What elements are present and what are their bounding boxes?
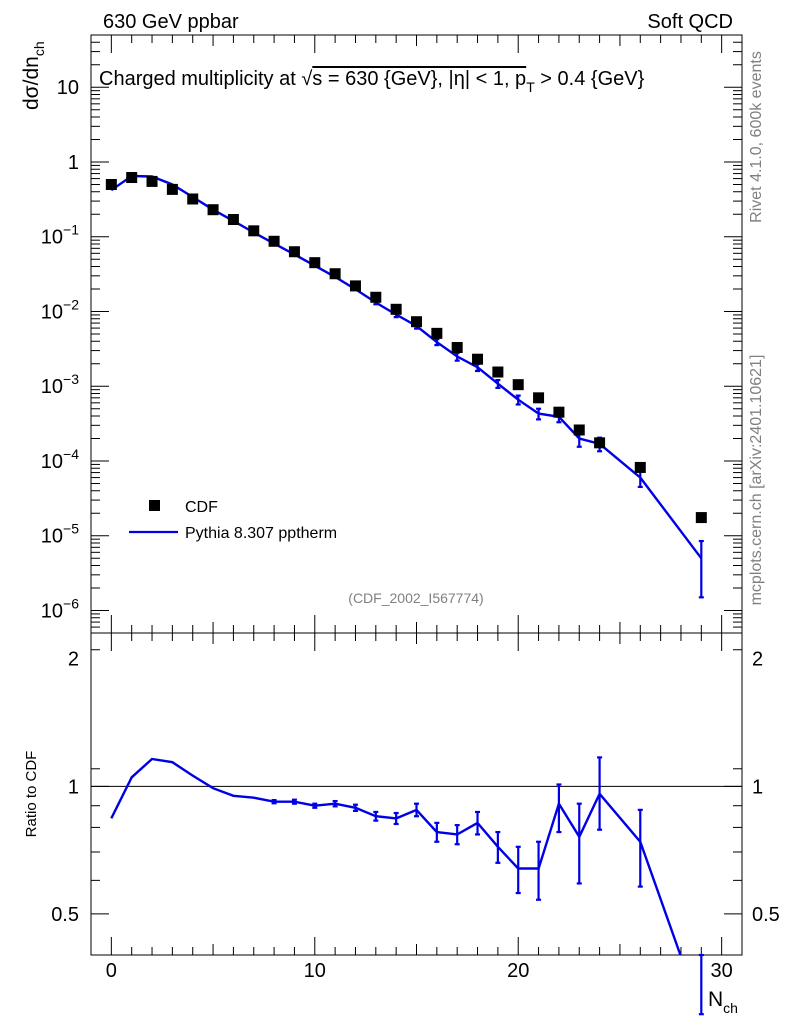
ratio-y-tick-label-right: 1 — [752, 776, 763, 798]
ratio-y-tick-label: 2 — [68, 649, 79, 671]
cdf-point — [349, 280, 361, 292]
cdf-point — [533, 392, 545, 404]
energy-label: 630 GeV ppbar — [103, 11, 239, 33]
ratio-series-line — [110, 757, 682, 956]
ratio-y-tick-labels-right: 210.5 — [752, 649, 780, 926]
cdf-point — [492, 366, 504, 378]
cdf-point — [126, 172, 138, 184]
rivet-version-label: Rivet 4.1.0, 600k events — [748, 51, 765, 223]
analysis-id-label: (CDF_2002_I567774) — [348, 590, 483, 606]
cdf-point — [390, 303, 402, 315]
cdf-data-points — [105, 172, 707, 524]
cdf-point — [695, 512, 707, 524]
legend-cdf-label: CDF — [185, 499, 218, 516]
cdf-point — [227, 214, 239, 226]
chart-title: Charged multiplicity at √s = 630 {GeV}, … — [99, 68, 645, 95]
main-y-tick-label: 10−1 — [41, 222, 79, 249]
x-tick-label: 20 — [507, 960, 529, 982]
ratio-y-tick-label-right: 2 — [752, 649, 763, 671]
main-y-tick-label: 10−6 — [41, 595, 79, 622]
cdf-point — [431, 327, 443, 339]
ratio-plot-frame — [90, 632, 743, 956]
cdf-point — [329, 268, 341, 280]
cdf-point — [166, 183, 178, 195]
ratio-y-tick-labels: 210.5 — [51, 649, 79, 926]
cdf-point — [594, 437, 606, 449]
mc-error-bars — [373, 299, 704, 599]
cdf-point — [309, 257, 321, 269]
main-y-tick-label: 10−2 — [41, 296, 79, 323]
cdf-point — [553, 406, 565, 418]
cdf-point — [634, 461, 646, 473]
main-plot-frame — [90, 34, 743, 634]
legend-cdf-marker — [149, 500, 160, 511]
main-y-tick-label: 10 — [57, 77, 79, 99]
process-label: Soft QCD — [647, 11, 733, 33]
cdf-point — [288, 246, 300, 258]
main-y-tick-label: 10−5 — [41, 521, 79, 548]
x-tick-label: 10 — [304, 960, 326, 982]
cdf-point — [187, 193, 199, 205]
main-y-axis-label: dσ/dnch — [20, 41, 47, 110]
main-axis-ticks — [91, 34, 743, 634]
cdf-point — [472, 353, 484, 365]
cdf-point — [105, 179, 117, 190]
main-y-tick-labels: 10 1 10−1 10−2 10−3 10−4 10−5 10−6 — [41, 77, 79, 622]
x-tick-label: 30 — [711, 960, 733, 982]
cdf-point — [411, 316, 422, 328]
ratio-axis-ticks — [91, 633, 743, 956]
legend-mc-label: Pythia 8.307 pptherm — [185, 525, 337, 542]
cdf-point — [207, 204, 219, 216]
x-axis-label: Nch — [708, 988, 738, 1016]
main-y-tick-label: 10−4 — [41, 446, 79, 473]
ratio-y-axis-label: Ratio to CDF — [23, 751, 40, 838]
cdf-point — [451, 341, 463, 353]
main-y-tick-label: 1 — [68, 152, 79, 174]
ratio-y-tick-label: 1 — [68, 776, 79, 798]
cdf-point — [573, 424, 585, 436]
cdf-point — [268, 235, 280, 247]
x-tick-labels: 0 10 20 30 — [106, 960, 733, 982]
cdf-point — [512, 379, 524, 391]
ratio-error-bars — [271, 756, 704, 1016]
sqrt-bar: s = 630 {GeV}, |η| < 1, p — [312, 68, 526, 90]
cdf-point — [370, 291, 382, 303]
ratio-y-tick-label-right: 0.5 — [752, 904, 780, 926]
cdf-point — [248, 225, 260, 237]
main-y-tick-label: 10−3 — [41, 371, 79, 398]
cdf-point — [146, 175, 158, 187]
source-site-label: mcplots.cern.ch [arXiv:2401.10621] — [748, 355, 765, 606]
ratio-y-tick-label: 0.5 — [51, 904, 79, 926]
x-tick-label: 0 — [106, 960, 117, 982]
